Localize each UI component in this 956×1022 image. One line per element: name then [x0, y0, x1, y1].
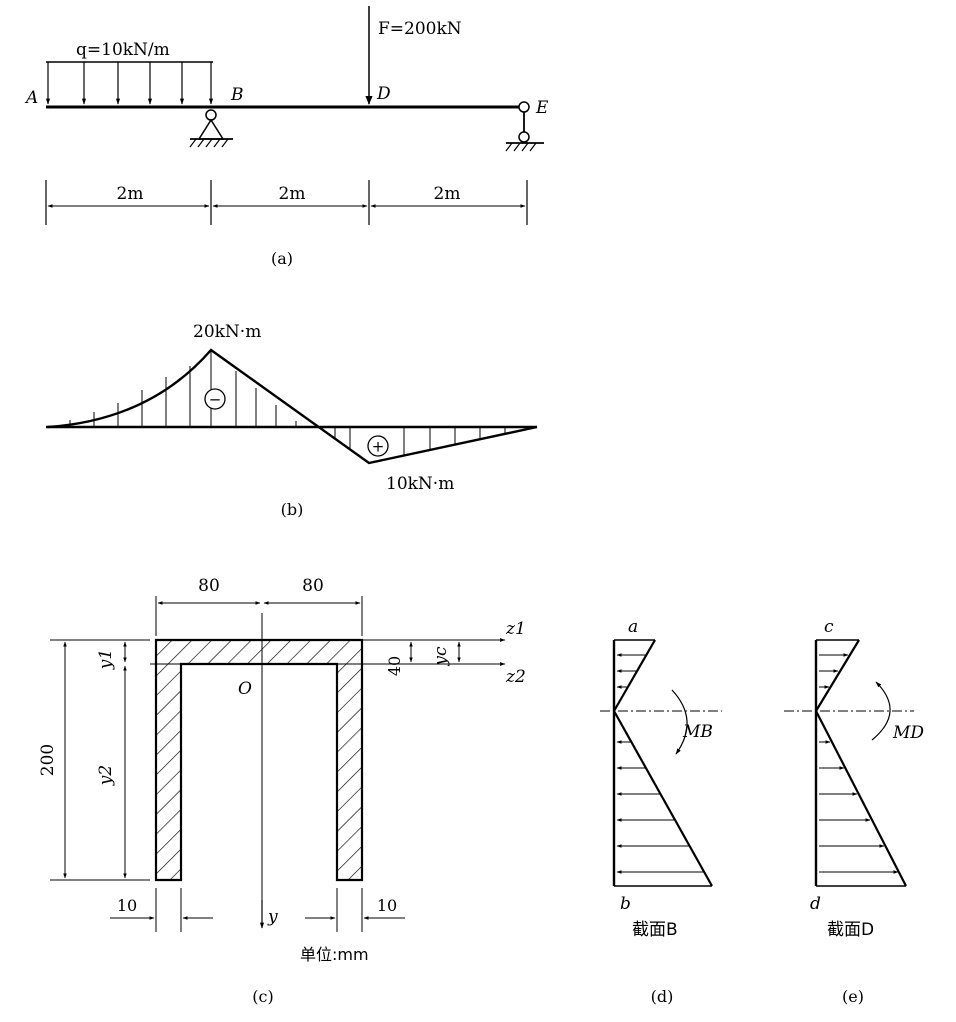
caption-d: (d) [651, 987, 674, 1006]
label-z1: z1 [505, 619, 526, 639]
label-y1: y1 [96, 649, 116, 670]
force-label: F=200kN [378, 19, 462, 39]
moment-arrow-B [671, 689, 688, 755]
caption-c: (c) [252, 987, 273, 1006]
moment-hatching [69, 350, 506, 455]
dim-10-left: 10 [117, 896, 137, 915]
point-b-label: b [620, 894, 631, 914]
negative-sign: − [209, 391, 222, 409]
label-y2: y2 [96, 765, 116, 786]
max-positive-moment-label: 10kN·m [386, 474, 454, 494]
caption-e: (e) [842, 987, 864, 1006]
point-B-label: B [230, 85, 244, 105]
section-D-label: 截面D [827, 920, 874, 940]
stress-arrows-D [819, 653, 899, 874]
span-dimensions [45, 180, 528, 225]
positive-sign: + [372, 438, 385, 456]
dim-40-label: 40 [385, 656, 404, 676]
negative-region-circle [204, 388, 226, 410]
point-d-label: d [810, 894, 821, 914]
dim-80-right: 80 [302, 576, 324, 596]
label-z2: z2 [505, 667, 526, 687]
label-y-axis: y [267, 907, 278, 927]
moment-diagram: − + 20kN·m 10kN·m (b) [46, 322, 538, 519]
caption-a: (a) [271, 249, 293, 268]
label-O: O [238, 679, 252, 699]
label-yc: yc [431, 646, 451, 667]
caption-b: (b) [281, 500, 304, 519]
beam-diagram: q=10kN/m F=200kN A B D E [24, 6, 549, 268]
link-support-E [505, 101, 544, 152]
point-E-label: E [535, 98, 549, 118]
dim-80-left: 80 [198, 576, 220, 596]
span-AB: 2m [117, 184, 144, 204]
point-a-label: a [628, 617, 638, 637]
unit-label: 单位:mm [300, 945, 369, 964]
max-negative-moment-label: 20kN·m [193, 322, 261, 342]
moment-label-MB: MB [682, 722, 713, 742]
dim-10-right: 10 [377, 896, 397, 915]
point-A-label: A [24, 88, 38, 108]
distributed-load [45, 61, 214, 105]
q-label: q=10kN/m [76, 40, 170, 60]
stress-diagram-D: MD c d 截面D (e) [784, 617, 924, 1006]
point-D-label: D [376, 84, 391, 104]
dim-200: 200 [38, 744, 58, 776]
span-DE: 2m [434, 184, 461, 204]
pin-support-B [189, 109, 233, 148]
section-B-label: 截面B [632, 920, 678, 940]
moment-label-MD: MD [892, 723, 924, 743]
section-shape [154, 638, 364, 882]
moment-arrow-D [871, 681, 891, 741]
positive-region-circle [367, 435, 389, 457]
point-c-label: c [824, 617, 834, 637]
span-BD: 2m [279, 184, 306, 204]
stress-diagram-B: MB a b 截面B (d) [600, 617, 722, 1006]
moment-curve [47, 348, 538, 465]
stress-arrows-B [616, 653, 705, 874]
cross-section: 80 80 200 y1 y2 40 yc z1 z2 O y 10 10 单位… [38, 576, 526, 1006]
